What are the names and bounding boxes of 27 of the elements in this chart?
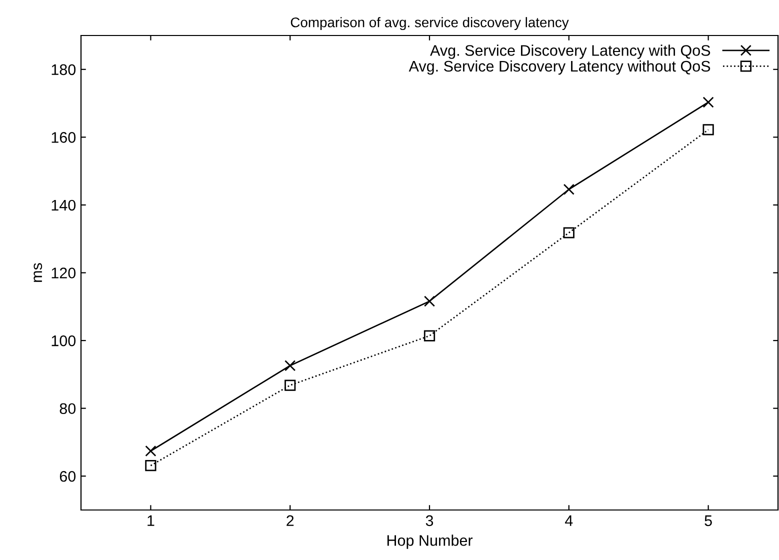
point xyxy=(424,296,436,307)
legend-label: Avg. Service Discovery Latency with QoS xyxy=(430,44,710,59)
point xyxy=(284,360,296,372)
y-tick-label: 140 xyxy=(52,200,76,211)
chart-title: Comparison of avg. service discovery latency xyxy=(290,17,569,30)
x-tick-label: 5 xyxy=(704,515,712,526)
y-axis-title: ms xyxy=(34,263,42,282)
x-axis-title: Hop Number xyxy=(387,534,473,549)
point xyxy=(702,96,714,108)
x-tick-label: 2 xyxy=(286,515,294,526)
x-tick-label: 3 xyxy=(426,515,434,526)
point xyxy=(702,124,714,136)
x-tick-label: 4 xyxy=(565,515,573,526)
y-tick-label: 100 xyxy=(52,335,76,346)
y-tick-label: 60 xyxy=(60,470,76,482)
y-tick-label: 160 xyxy=(52,132,76,143)
x-tick-label: 1 xyxy=(148,515,154,526)
point xyxy=(424,330,436,342)
point xyxy=(563,184,574,195)
point xyxy=(145,460,156,472)
legend-label: Avg. Service Discovery Latency without QoS xyxy=(408,60,710,75)
point xyxy=(563,227,574,238)
point xyxy=(145,445,156,457)
y-tick-label: 120 xyxy=(52,268,76,278)
y-tick-label: 80 xyxy=(60,403,76,414)
point xyxy=(284,380,296,391)
y-tick-label: 180 xyxy=(52,64,76,76)
